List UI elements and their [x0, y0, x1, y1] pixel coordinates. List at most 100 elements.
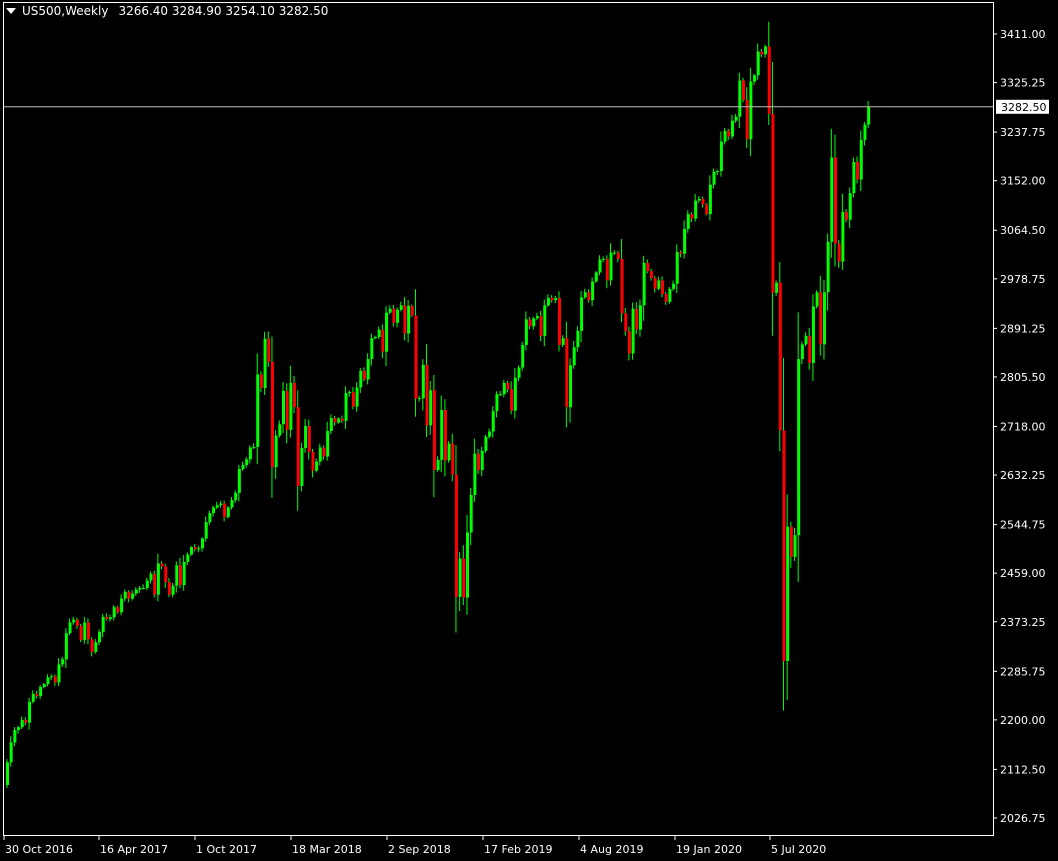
- bull-candle: [631, 308, 635, 354]
- bear-candle: [86, 622, 90, 640]
- bear-candle: [443, 410, 447, 461]
- bear-candle: [646, 262, 650, 272]
- y-tick-label: 2285.75: [1000, 665, 1046, 678]
- bear-candle: [307, 425, 311, 452]
- bull-candle: [377, 329, 381, 338]
- bull-candle: [797, 359, 801, 536]
- bear-candle: [381, 329, 385, 352]
- price-axis: 3411.00 3325.25 3237.75 3152.00 3064.50 2978.…: [993, 28, 1046, 825]
- bear-candle: [789, 526, 793, 557]
- bull-candle: [374, 337, 377, 339]
- bull-candle: [278, 424, 282, 436]
- bear-candle: [742, 80, 745, 100]
- bull-candle: [572, 347, 576, 366]
- bull-candle: [602, 258, 606, 260]
- bull-candle: [863, 124, 867, 140]
- bull-candle: [613, 252, 617, 254]
- bull-candle: [237, 468, 241, 493]
- chevron-down-icon[interactable]: [6, 8, 16, 14]
- y-tick-label: 2718.00: [1000, 420, 1046, 433]
- bull-candle: [598, 259, 602, 273]
- bull-candle: [39, 687, 43, 697]
- bull-candle: [440, 410, 444, 460]
- bull-candle: [826, 241, 830, 293]
- bull-candle: [248, 447, 252, 460]
- bear-candle: [223, 503, 227, 518]
- bear-candle: [24, 719, 28, 723]
- bear-candle: [333, 418, 337, 423]
- bear-candle: [178, 565, 182, 586]
- bull-candle: [642, 262, 646, 306]
- bull-candle: [580, 297, 584, 331]
- bear-candle: [701, 198, 705, 205]
- bull-candle: [230, 500, 234, 508]
- bear-candle: [679, 252, 683, 254]
- bull-candle: [142, 587, 146, 589]
- bull-candle: [215, 505, 219, 508]
- bull-candle: [668, 288, 672, 302]
- bull-candle: [793, 535, 797, 557]
- bear-candle: [153, 573, 157, 595]
- bear-candle: [160, 563, 164, 567]
- y-tick-label: 2373.25: [1000, 616, 1046, 629]
- bull-candle: [263, 338, 267, 388]
- y-tick-label: 2632.25: [1000, 469, 1046, 482]
- bull-candle: [50, 676, 54, 678]
- bear-candle: [650, 271, 653, 279]
- bear-candle: [410, 305, 414, 316]
- bull-candle: [458, 558, 462, 597]
- bull-candle: [495, 394, 499, 412]
- chart-header: US500,Weekly 3266.40 3284.90 3254.10 328…: [6, 4, 328, 18]
- bull-candle: [436, 459, 440, 471]
- y-tick-label: 2891.25: [1000, 322, 1046, 335]
- bull-candle: [204, 522, 208, 539]
- bull-candle: [686, 214, 690, 229]
- bull-candle: [396, 309, 400, 323]
- bull-candle: [348, 391, 352, 394]
- bull-candle: [491, 411, 495, 432]
- x-tick-label: 19 Jan 2020: [676, 843, 742, 856]
- bear-candle: [167, 582, 171, 595]
- bear-candle: [565, 338, 569, 408]
- bull-candle: [156, 563, 160, 595]
- bull-candle: [694, 200, 698, 219]
- bull-candle: [697, 198, 701, 201]
- bull-candle: [344, 393, 348, 421]
- bull-candle: [591, 281, 595, 301]
- bull-candle: [388, 308, 392, 313]
- bull-candle: [6, 762, 9, 786]
- y-tick-label: 2026.75: [1000, 812, 1046, 825]
- bull-candle: [101, 616, 105, 633]
- x-tick-label: 4 Aug 2019: [580, 843, 643, 856]
- bull-candle: [385, 312, 389, 352]
- bear-candle: [193, 547, 197, 550]
- bull-candle: [583, 292, 587, 298]
- bull-candle: [554, 297, 558, 301]
- bull-candle: [28, 701, 32, 723]
- bull-candle: [480, 450, 484, 471]
- bull-candle: [120, 598, 124, 613]
- bull-candle: [421, 364, 425, 399]
- bull-candle: [186, 554, 190, 562]
- bear-candle: [267, 338, 271, 362]
- bear-candle: [392, 308, 396, 323]
- bull-candle: [234, 492, 238, 501]
- bull-candle: [274, 435, 278, 468]
- ohlc-values: 3266.40 3284.90 3254.10 3282.50: [118, 4, 329, 18]
- bear-candle: [351, 391, 355, 407]
- bull-candle: [756, 51, 760, 76]
- bull-candle: [730, 120, 734, 137]
- plot-frame: [3, 2, 994, 836]
- bull-candle: [329, 418, 333, 432]
- bear-candle: [767, 46, 771, 114]
- bull-candle: [800, 344, 804, 360]
- bull-candle: [719, 141, 723, 172]
- bull-candle: [418, 398, 422, 400]
- bull-candle: [366, 359, 370, 380]
- bear-candle: [771, 113, 775, 293]
- bull-candle: [83, 622, 87, 641]
- bear-candle: [293, 382, 297, 408]
- y-tick-label: 2459.00: [1000, 567, 1046, 580]
